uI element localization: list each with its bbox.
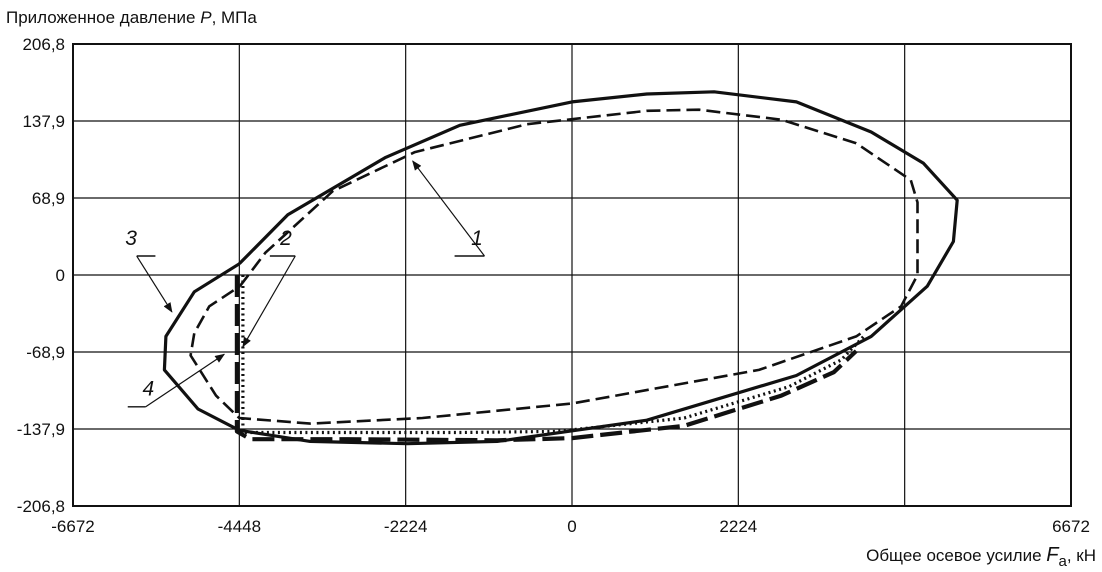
y-tick-label: 0 xyxy=(56,266,65,285)
grid-lines xyxy=(73,44,1071,506)
x-tick-label: 0 xyxy=(567,517,576,536)
series-4-curve xyxy=(234,275,858,443)
series-1-curve xyxy=(189,108,919,425)
callout-4-leader xyxy=(145,353,226,408)
callout-2-label: 2 xyxy=(279,227,292,250)
x-tick-label: -6672 xyxy=(51,517,94,536)
series-2-curve xyxy=(241,275,865,435)
series-3-curve xyxy=(162,90,959,446)
x-axis-title: Общее осевое усилие Fa, кН xyxy=(866,544,1096,570)
x-tick-label: -4448 xyxy=(218,517,261,536)
y-tick-label: -206,8 xyxy=(17,497,65,516)
callout-3-leader xyxy=(136,255,173,313)
callout-2-leader xyxy=(242,255,296,348)
y-tick-label: 137,9 xyxy=(22,112,65,131)
plot-frame xyxy=(72,43,1072,507)
callout-4-label: 4 xyxy=(142,378,154,401)
callout-1-leader xyxy=(412,160,485,257)
y-tick-label: 206,8 xyxy=(22,35,65,54)
callout-1-label: 1 xyxy=(471,227,483,250)
y-tick-labels: 206,8 137,9 68,9 0 -68,9 -137,9 -206,8 xyxy=(17,35,65,516)
callout-3-label: 3 xyxy=(125,227,137,250)
x-tick-label: 6672 xyxy=(1052,517,1090,536)
callout-layer: 1 2 3 4 xyxy=(125,160,485,408)
x-tick-label: 2224 xyxy=(719,517,757,536)
series-layer xyxy=(162,90,959,446)
y-tick-label: -68,9 xyxy=(26,343,65,362)
y-tick-label: -137,9 xyxy=(17,420,65,439)
y-tick-label: 68,9 xyxy=(32,189,65,208)
x-tick-label: -2224 xyxy=(384,517,427,536)
y-axis-title: Приложенное давление P, МПа xyxy=(6,8,257,27)
x-tick-labels: -6672 -4448 -2224 0 2224 6672 xyxy=(51,517,1090,536)
